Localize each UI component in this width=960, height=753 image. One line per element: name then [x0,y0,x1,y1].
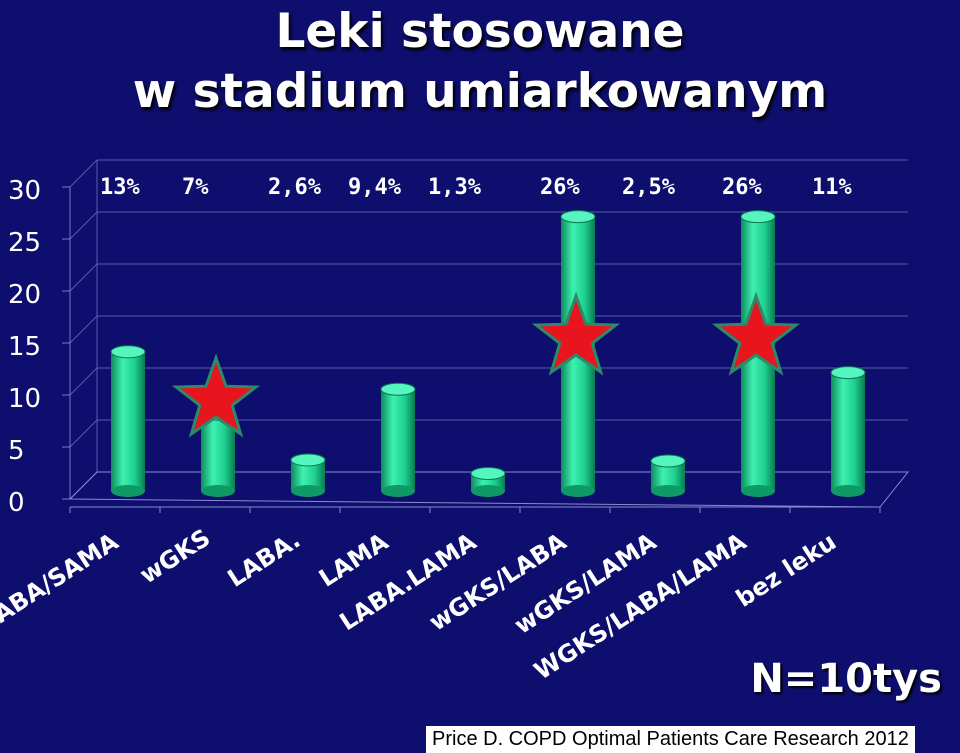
y-tick-label: 30 [8,176,41,206]
y-tick-label: 15 [8,332,41,362]
bar [650,454,686,497]
source-citation: Price D. COPD Optimal Patients Care Rese… [426,726,915,753]
highlight-star [171,353,261,438]
gridline [62,211,908,240]
data-label: 9,4% [348,175,402,200]
x-tick-label: SABA/SAMA [0,527,124,638]
bar [110,345,146,497]
bar [380,382,416,497]
data-label: 7% [182,175,209,200]
y-tick-label: 10 [8,384,41,414]
highlight-star [711,291,801,376]
data-label: 13% [100,175,140,200]
gridline [62,263,908,292]
data-label: 2,6% [268,175,322,200]
y-tick-label: 5 [8,436,25,466]
sample-size-note: N=10tys [750,656,942,702]
data-label: 1,3% [428,175,482,200]
highlight-stars [171,291,801,438]
gridline [62,159,908,188]
x-tick-label: wGKS [135,524,215,590]
axes [68,160,910,513]
x-axis-labels: SABA/SAMA wGKS LABA. LAMALABA.LAMAwGKS/LABA… [0,524,841,686]
y-axis-ticks: 0 5 10 15 20 25 30 [8,176,41,518]
data-label: 26% [722,175,762,200]
highlight-star [531,291,621,376]
bar [290,453,326,497]
data-label: 11% [812,175,852,200]
x-tick-label: LABA. [223,526,306,593]
chart-title-line2: w stadium umiarkowanym [132,64,828,119]
y-tick-label: 20 [8,280,41,310]
data-labels: 13% 7% 2,6% 9,4% 1,3% 26% 2,5% 26% 11% [100,175,852,200]
x-tick-label: bez leku [731,528,841,613]
gridline [62,419,908,448]
chart-title-line1: Leki stosowane [275,4,685,59]
y-tick-label: 0 [8,488,25,518]
data-label: 26% [540,175,580,200]
bar [830,366,866,497]
y-tick-label: 25 [8,228,41,258]
data-label: 2,5% [622,175,676,200]
bar [470,466,506,497]
